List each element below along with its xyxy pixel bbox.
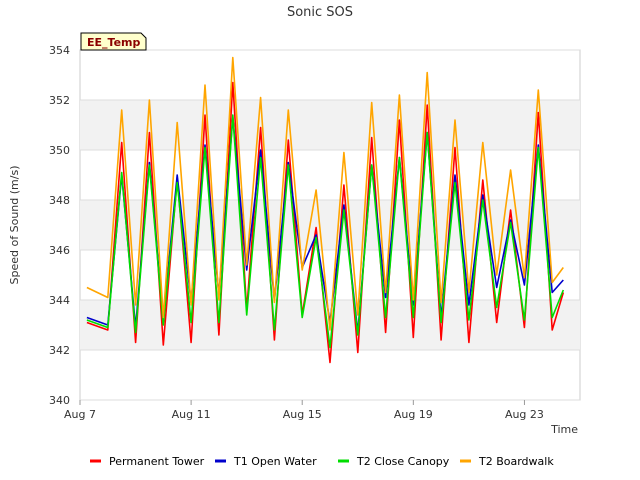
x-tick-label: Aug 15 [283,408,322,421]
y-axis-label: Speed of Sound (m/s) [8,166,21,285]
x-tick-label: Aug 23 [505,408,544,421]
x-axis-ticks: Aug 7 Aug 11 Aug 15 Aug 19 Aug 23 [64,400,544,421]
grid-band [80,200,580,250]
series-line-t2-boardwalk [86,56,564,331]
legend-label-t1-open-water: T1 Open Water [233,455,317,468]
legend-label-t2-close-canopy: T2 Close Canopy [356,455,450,468]
ee-temp-badge: EE_Temp [80,32,147,51]
y-tick-label: 354 [49,44,70,57]
y-tick-label: 340 [49,394,70,407]
legend: Permanent Tower T1 Open Water T2 Close Can… [90,455,554,468]
grid-lines [80,49,580,401]
legend-label-permanent-tower: Permanent Tower [109,455,205,468]
chart-title: Sonic SOS [287,5,353,20]
grid-band [80,100,580,150]
x-tick-label: Aug 19 [394,408,433,421]
y-tick-label: 342 [49,344,70,357]
badge-box [80,32,147,51]
y-axis-ticks: 340 342 344 346 348 350 352 354 [49,44,70,407]
series-line-t2-close-canopy [86,114,565,349]
x-axis-label: Time [550,423,578,436]
y-tick-label: 346 [49,244,70,257]
x-tick-label: Aug 11 [172,408,211,421]
y-tick-label: 348 [49,194,70,207]
x-tick-label: Aug 7 [64,408,96,421]
y-tick-label: 344 [49,294,70,307]
y-tick-label: 350 [49,144,70,157]
series-lines [86,56,565,364]
badge-label: EE_Temp [87,36,140,49]
y-tick-label: 352 [49,94,70,107]
legend-label-t2-boardwalk: T2 Boardwalk [478,455,554,468]
